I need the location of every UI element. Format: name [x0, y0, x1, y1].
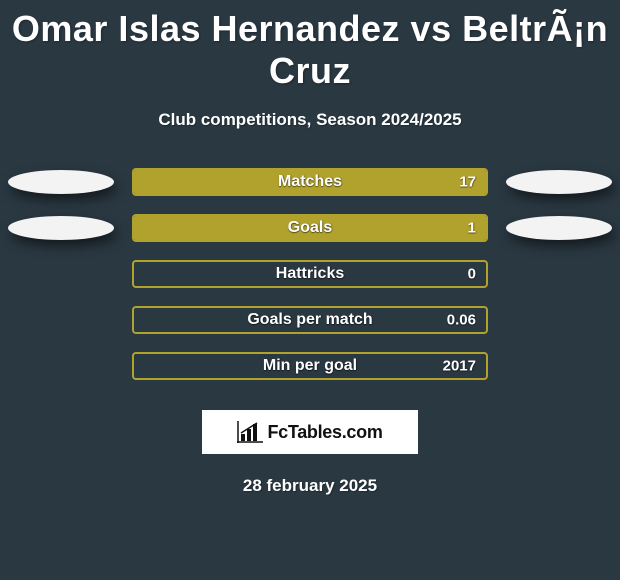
page-subtitle: Club competitions, Season 2024/2025	[0, 110, 620, 130]
stat-label: Goals per match	[247, 311, 372, 329]
stat-row: Matches 17	[8, 168, 612, 196]
stat-value: 0.06	[447, 312, 476, 329]
left-marker	[8, 216, 114, 240]
bar-chart-icon	[237, 421, 263, 443]
comparison-chart: Matches 17 Goals 1 Hattricks 0 Goals per match…	[0, 168, 620, 380]
stat-value: 0	[468, 266, 476, 283]
stat-label: Min per goal	[263, 357, 357, 375]
stat-bar: Goals per match 0.06	[132, 306, 488, 334]
branding-box: FcTables.com	[202, 410, 418, 454]
stat-bar: Hattricks 0	[132, 260, 488, 288]
stat-row: Hattricks 0	[8, 260, 612, 288]
stat-bar: Matches 17	[132, 168, 488, 196]
right-marker	[506, 170, 612, 194]
footer-date: 28 february 2025	[0, 476, 620, 496]
stat-label: Hattricks	[276, 265, 344, 283]
stat-bar: Goals 1	[132, 214, 488, 242]
branding-text: FcTables.com	[267, 422, 382, 443]
left-marker	[8, 170, 114, 194]
stat-row: Goals per match 0.06	[8, 306, 612, 334]
stat-row: Goals 1	[8, 214, 612, 242]
stat-label: Matches	[278, 173, 342, 191]
stat-label: Goals	[288, 219, 332, 237]
right-marker	[506, 216, 612, 240]
stat-value: 1	[468, 220, 476, 237]
page-title: Omar Islas Hernandez vs BeltrÃ¡n Cruz	[0, 0, 620, 92]
stat-value: 17	[459, 174, 476, 191]
stat-value: 2017	[443, 358, 476, 375]
stat-row: Min per goal 2017	[8, 352, 612, 380]
stat-bar: Min per goal 2017	[132, 352, 488, 380]
